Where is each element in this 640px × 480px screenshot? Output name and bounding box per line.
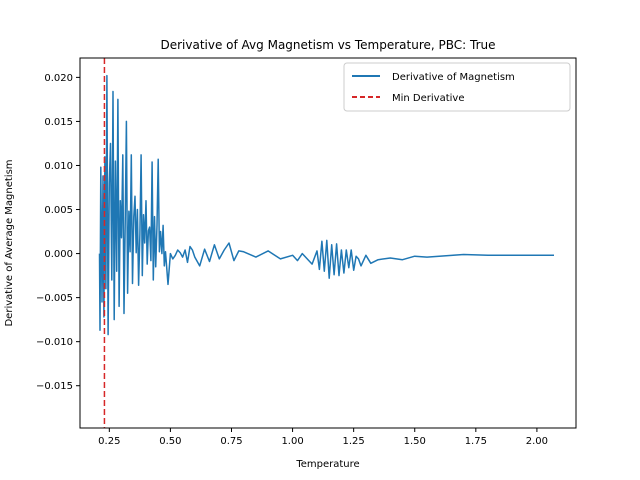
y-tick-label: −0.005 [36,293,73,304]
legend-entry-derivative-of-magnetism: Derivative of Magnetism [392,72,515,83]
x-tick-label: 1.00 [281,436,303,447]
x-tick-label: 1.50 [404,436,426,447]
y-tick-label: 0.010 [44,161,73,172]
x-tick-label: 2.00 [526,436,548,447]
legend-entry-min-derivative: Min Derivative [392,93,464,104]
x-tick-label: 0.25 [98,436,120,447]
x-tick-label: 0.50 [159,436,181,447]
y-tick-label: −0.010 [36,337,73,348]
x-axis-label: Temperature [295,459,359,470]
x-tick-label: 0.75 [220,436,242,447]
plot-frame [79,57,577,429]
y-axis: −0.015 −0.010 −0.005 0.000 0.005 0.010 0.015 0.… [36,73,80,392]
legend-box [343,62,571,112]
y-tick-label: 0.005 [44,205,73,216]
x-axis: 0.25 0.50 0.75 1.00 1.25 1.50 1.75 2.00 [98,428,548,447]
y-axis-label: Derivative of Average Magnetism [4,159,15,326]
plot-area [79,57,577,429]
y-tick-label: 0.015 [44,117,73,128]
x-tick-label: 1.75 [465,436,487,447]
series-line-derivative-of-magnetism [98,74,554,336]
chart-title: Derivative of Avg Magnetism vs Temperatu… [160,38,495,52]
x-tick-label: 1.25 [343,436,365,447]
legend: Derivative of Magnetism Min Derivative [343,62,571,112]
y-tick-label: −0.015 [36,381,73,392]
y-tick-label: 0.000 [44,249,73,260]
y-tick-label: 0.020 [44,73,73,84]
